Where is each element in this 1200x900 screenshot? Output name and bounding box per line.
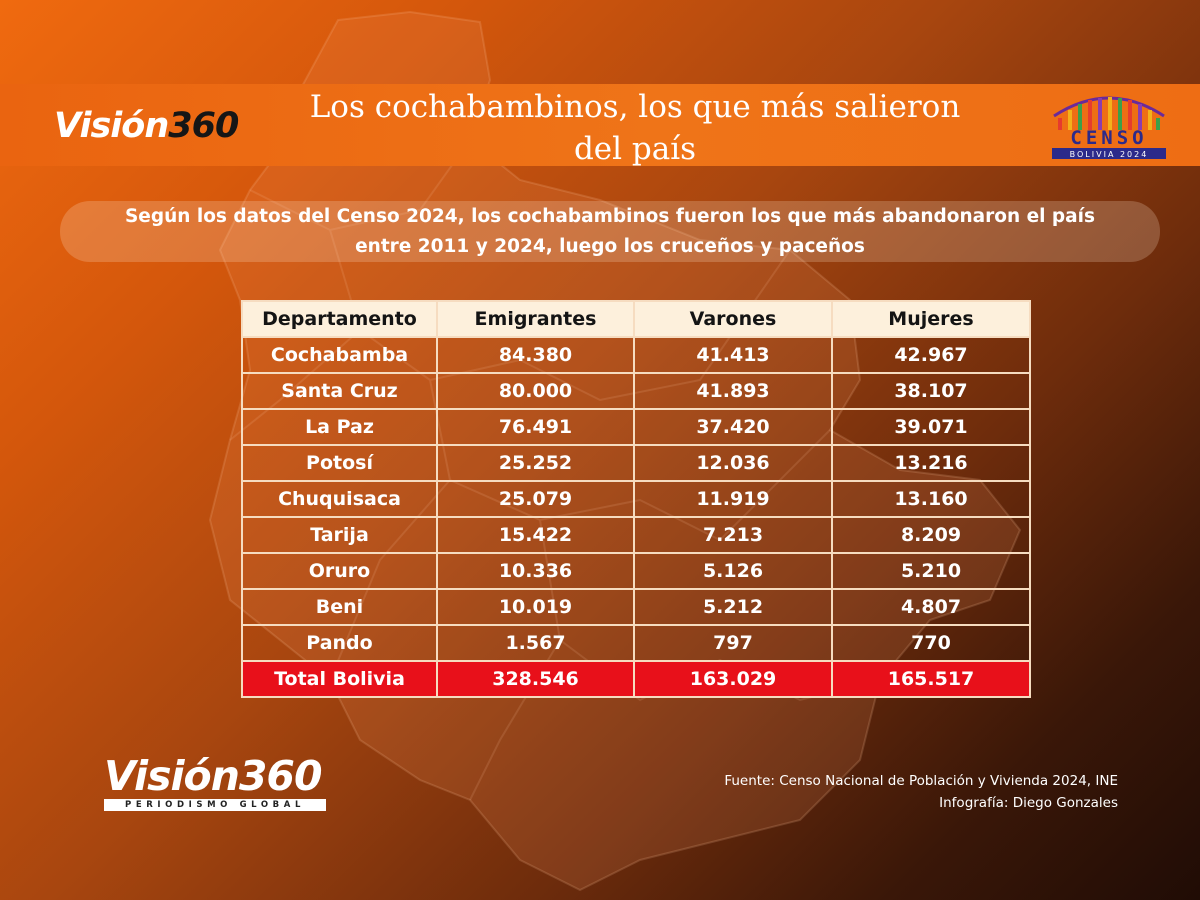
table-row: Chuquisaca 25.079 11.919 13.160: [241, 480, 1031, 518]
emigrants-table: Departamento Emigrantes Varones Mujeres Coc…: [241, 300, 1031, 698]
value-cell: 797: [633, 624, 833, 662]
subtitle-text: Según los datos del Censo 2024, los coch…: [125, 202, 1095, 262]
table-row: Tarija 15.422 7.213 8.209: [241, 516, 1031, 554]
credit-text: Infografía: Diego Gonzales: [939, 795, 1118, 811]
value-cell: 76.491: [436, 408, 635, 446]
censo-word: CENSO: [1070, 127, 1147, 149]
footer-tagline: PERIODISMO GLOBAL: [104, 799, 326, 811]
department-cell: Cochabamba: [241, 336, 438, 374]
value-cell: 7.213: [633, 516, 833, 554]
subtitle-line-2: entre 2011 y 2024, luego los cruceños y …: [355, 235, 865, 257]
total-label-cell: Total Bolivia: [241, 660, 438, 698]
value-cell: 12.036: [633, 444, 833, 482]
value-cell: 37.420: [633, 408, 833, 446]
department-cell: Pando: [241, 624, 438, 662]
value-cell: 10.336: [436, 552, 635, 590]
value-cell: 5.210: [831, 552, 1031, 590]
column-header: Emigrantes: [436, 300, 635, 338]
department-cell: Beni: [241, 588, 438, 626]
value-cell: 41.413: [633, 336, 833, 374]
title-line-2: del país: [573, 131, 697, 167]
value-cell: 770: [831, 624, 1031, 662]
vision360-footer-logo: Visión360: [104, 752, 323, 800]
value-cell: 5.212: [633, 588, 833, 626]
table-body: Cochabamba 84.380 41.413 42.967 Santa Cruz 80…: [241, 336, 1031, 698]
department-cell: Tarija: [241, 516, 438, 554]
total-value-cell: 163.029: [633, 660, 833, 698]
censo-sub: BOLIVIA 2024: [1070, 150, 1149, 159]
value-cell: 25.079: [436, 480, 635, 518]
title-line-1: Los cochabambinos, los que más salieron: [309, 89, 961, 125]
footer-logo-word: Visión: [104, 752, 240, 800]
total-value-cell: 328.546: [436, 660, 635, 698]
logo-word: Visión: [54, 106, 169, 146]
value-cell: 42.967: [831, 336, 1031, 374]
page-title: Los cochabambinos, los que más salieron …: [290, 86, 980, 170]
department-cell: Potosí: [241, 444, 438, 482]
column-header: Mujeres: [831, 300, 1031, 338]
value-cell: 13.160: [831, 480, 1031, 518]
department-cell: Santa Cruz: [241, 372, 438, 410]
footer-logo-number: 360: [238, 752, 323, 800]
table-header-row: Departamento Emigrantes Varones Mujeres: [241, 300, 1031, 338]
value-cell: 39.071: [831, 408, 1031, 446]
vision360-logo: Visión360: [54, 106, 239, 146]
table-row: Oruro 10.336 5.126 5.210: [241, 552, 1031, 590]
value-cell: 11.919: [633, 480, 833, 518]
source-block: Fuente: Censo Nacional de Población y Vi…: [724, 770, 1118, 814]
value-cell: 1.567: [436, 624, 635, 662]
header-bar: [0, 84, 1200, 166]
table-row: La Paz 76.491 37.420 39.071: [241, 408, 1031, 446]
table-row: Cochabamba 84.380 41.413 42.967: [241, 336, 1031, 374]
subtitle-pill: Según los datos del Censo 2024, los coch…: [60, 201, 1160, 262]
value-cell: 4.807: [831, 588, 1031, 626]
value-cell: 8.209: [831, 516, 1031, 554]
value-cell: 5.126: [633, 552, 833, 590]
source-text: Fuente: Censo Nacional de Población y Vi…: [724, 773, 1118, 789]
department-cell: Chuquisaca: [241, 480, 438, 518]
value-cell: 15.422: [436, 516, 635, 554]
logo-number: 360: [168, 106, 239, 146]
value-cell: 38.107: [831, 372, 1031, 410]
value-cell: 25.252: [436, 444, 635, 482]
value-cell: 84.380: [436, 336, 635, 374]
column-header: Varones: [633, 300, 833, 338]
value-cell: 10.019: [436, 588, 635, 626]
total-row: Total Bolivia 328.546 163.029 165.517: [241, 660, 1031, 698]
table-row: Beni 10.019 5.212 4.807: [241, 588, 1031, 626]
table-row: Pando 1.567 797 770: [241, 624, 1031, 662]
table-row: Potosí 25.252 12.036 13.216: [241, 444, 1031, 482]
value-cell: 13.216: [831, 444, 1031, 482]
department-cell: La Paz: [241, 408, 438, 446]
department-cell: Oruro: [241, 552, 438, 590]
subtitle-line-1: Según los datos del Censo 2024, los coch…: [124, 205, 1095, 227]
value-cell: 80.000: [436, 372, 635, 410]
total-value-cell: 165.517: [831, 660, 1031, 698]
censo-arch-logo: CENSO BOLIVIA 2024: [1052, 96, 1166, 159]
table-row: Santa Cruz 80.000 41.893 38.107: [241, 372, 1031, 410]
value-cell: 41.893: [633, 372, 833, 410]
column-header: Departamento: [241, 300, 438, 338]
